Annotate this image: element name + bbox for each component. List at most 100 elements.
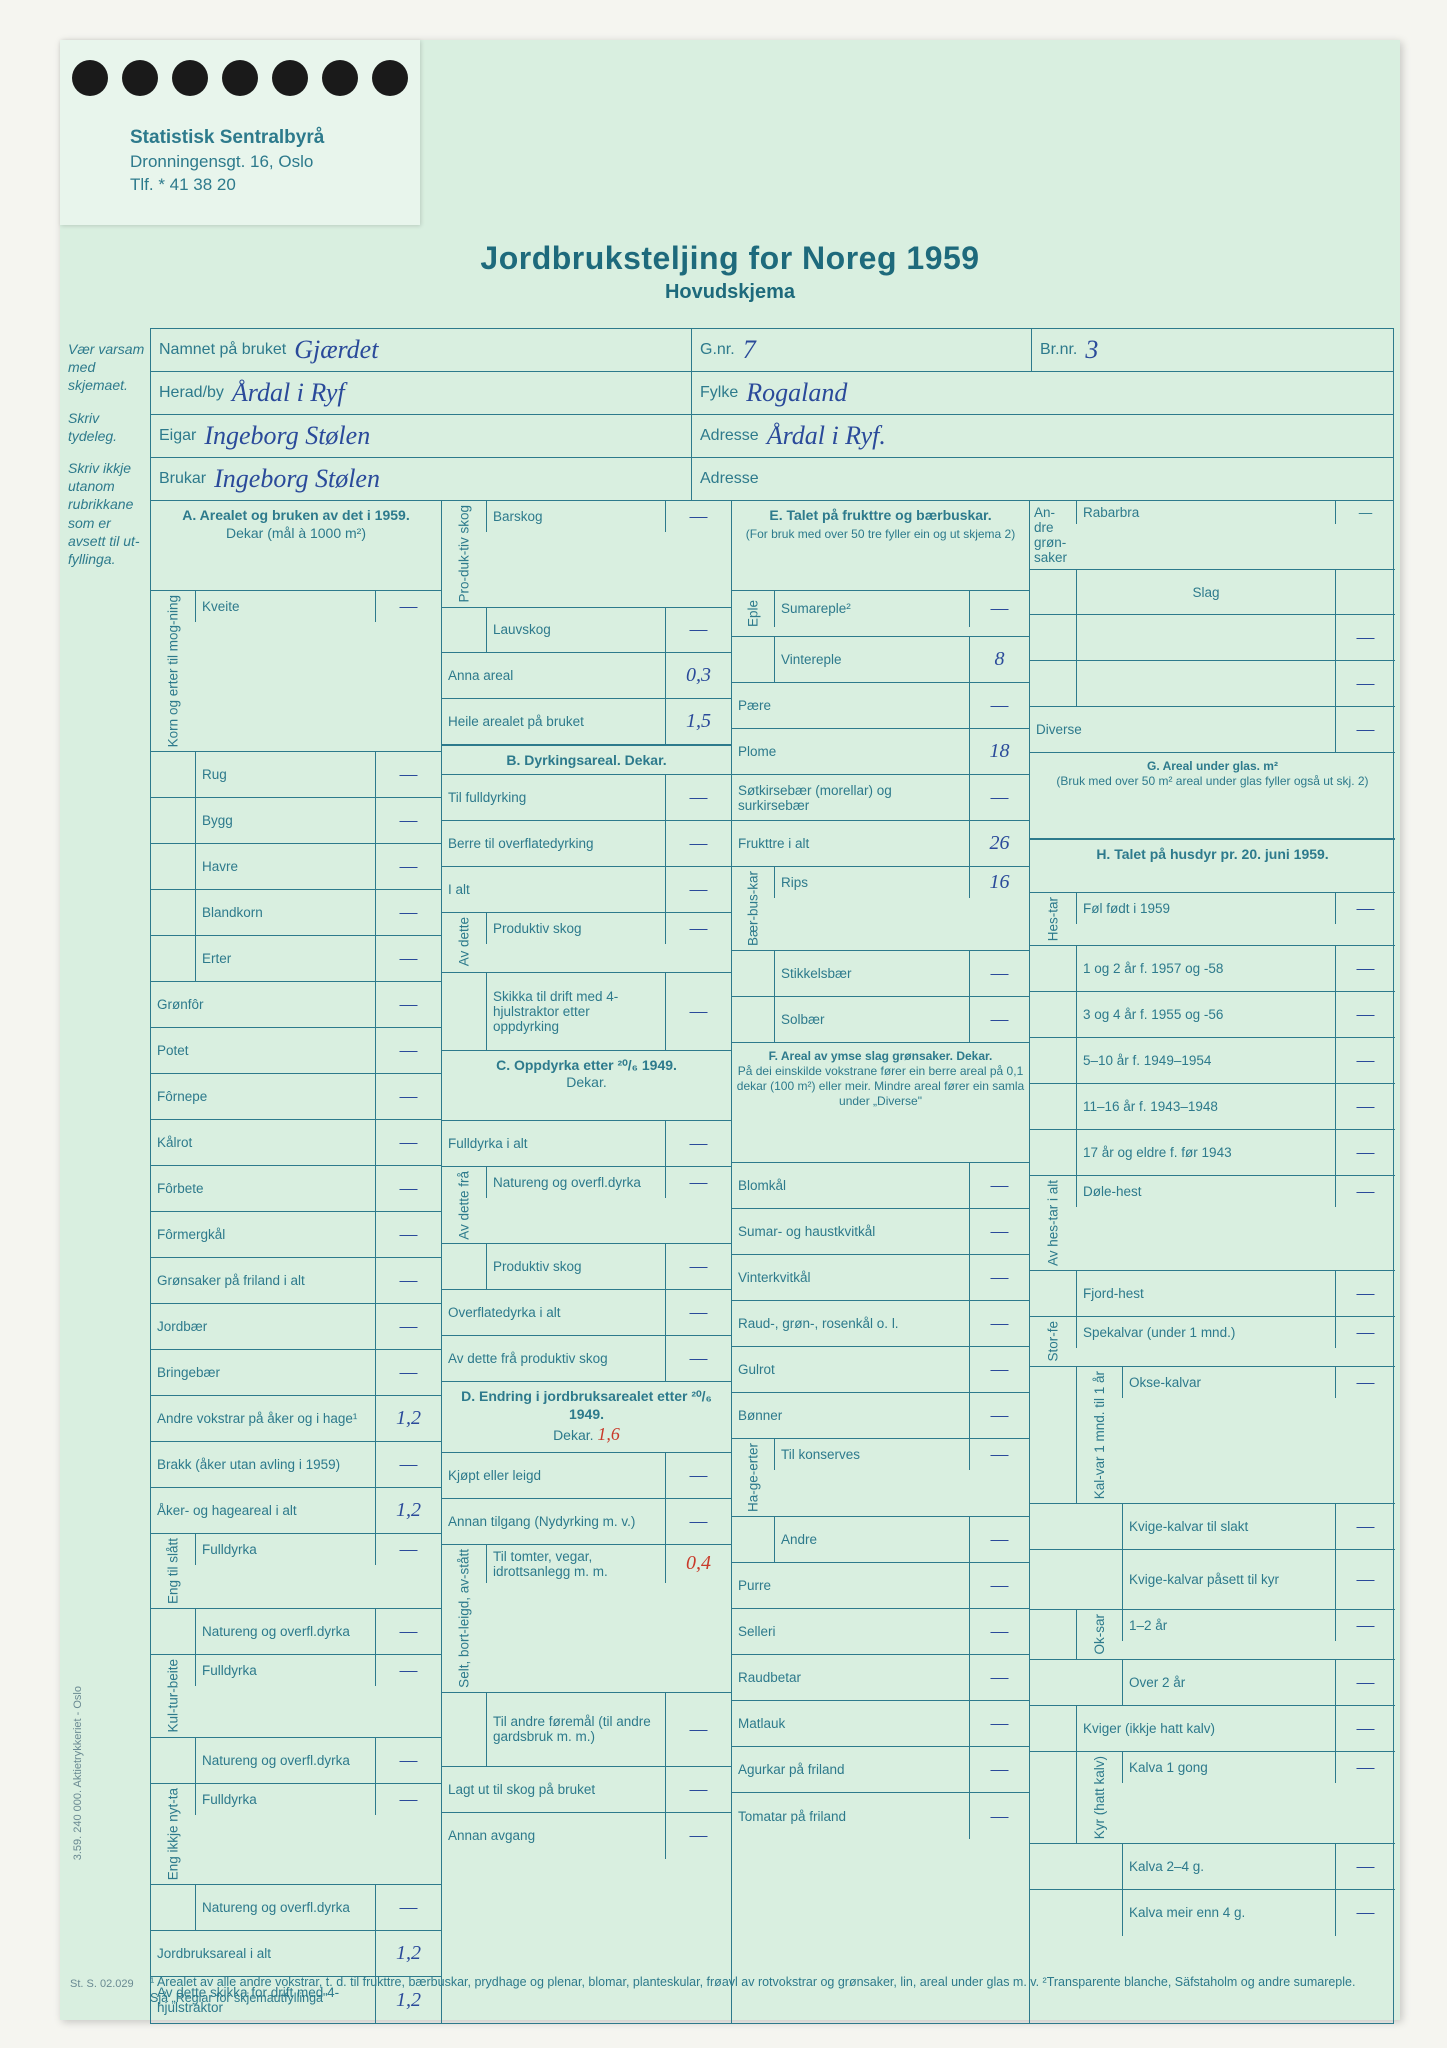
lbl-sumark: Sumar- og haustkvitkål — [732, 1209, 969, 1254]
v-avd-sk: — — [665, 973, 731, 1050]
lbl-rips: Rips — [774, 867, 969, 898]
B-head: B. Dyrkingsareal. Dekar. — [442, 745, 731, 775]
v-lagtskog: — — [665, 1767, 731, 1812]
lbl-vinter: Vintereple — [774, 637, 969, 682]
row-kirsebaer: Søtkirsebær (morellar) og surkirsebær— — [732, 775, 1029, 821]
lbl-g1 — [1076, 615, 1335, 660]
row-spekalvar: Stor-feSpekalvar (under 1 mnd.)— — [1030, 1317, 1395, 1367]
v-potet: — — [375, 1028, 441, 1073]
lbl-lagtskog: Lagt ut til skog på bruket — [442, 1767, 665, 1812]
imprint: 3.59. 240 000. Aktietrykkeriet - Oslo — [72, 1686, 84, 1860]
row-selt-andre: Til andre føremål (til andre gardsbruk m… — [442, 1693, 731, 1767]
row-k1: Kyr (hatt kalv)Kalva 1 gong— — [1030, 1752, 1395, 1844]
lbl-gronsaker: Grønsaker på friland i alt — [151, 1258, 375, 1303]
row-aker-hage: Åker- og hageareal i alt1,2 — [151, 1488, 441, 1534]
row-rabarbra: An-dre grøn-saker Rabarbra — — [1030, 501, 1395, 570]
row-paere: Pære— — [732, 683, 1029, 729]
E-note: (For bruk med over 50 tre fyller ein og … — [746, 527, 1015, 541]
v-blandkorn: — — [375, 890, 441, 935]
v-annanavg: — — [665, 1813, 731, 1859]
v-forbete: — — [375, 1166, 441, 1211]
stcode: St. S. 02.029 — [70, 1978, 134, 1990]
lbl-engik-f: Fulldyrka — [195, 1784, 375, 1815]
row-solbaer: Solbær— — [732, 997, 1029, 1043]
lbl-dole: Døle-hest — [1076, 1176, 1335, 1207]
title-main: Jordbruksteljing for Noreg 1959 — [60, 240, 1400, 277]
form-title: Jordbruksteljing for Noreg 1959 Hovudskj… — [60, 240, 1400, 304]
side-hage: Ha-ge-erter — [732, 1439, 774, 1516]
row-gulrot: Gulrot— — [732, 1347, 1029, 1393]
col-3: E. Talet på frukttre og bærbuskar.(For b… — [731, 501, 1029, 2023]
lbl-bygg: Bygg — [195, 798, 375, 843]
row-potet: Potet— — [151, 1028, 441, 1074]
v-fullialt: — — [665, 1121, 731, 1166]
lbl-kirse: Søtkirsebær (morellar) og surkirsebær — [732, 775, 969, 820]
hole — [122, 60, 158, 96]
row-k24: Kalva 2–4 g.— — [1030, 1844, 1395, 1890]
org-tel: Tlf. * 41 38 20 — [130, 174, 324, 197]
lbl-avd-sk: Skikka til drift med 4-hjulstraktor ette… — [486, 973, 665, 1050]
v-tomter: 0,4 — [665, 1545, 731, 1583]
lbl-raudkal: Raud-, grøn-, rosenkål o. l. — [732, 1301, 969, 1346]
H-head: H. Talet på husdyr pr. 20. juni 1959. — [1030, 839, 1395, 893]
row-agurkar: Agurkar på friland— — [732, 1747, 1029, 1793]
lbl-havre: Havre — [195, 844, 375, 889]
row-jordbruksareal: Jordbruksareal i alt1,2 — [151, 1931, 441, 1977]
lbl-andrev: Andre vokstrar på åker og i hage¹ — [151, 1396, 375, 1441]
v-plome: 18 — [969, 729, 1029, 774]
row-kveite: Korn og erter til mog-ningKveite— — [151, 591, 441, 752]
lbl-purre: Purre — [732, 1563, 969, 1608]
v-annantil: — — [665, 1499, 731, 1544]
side-avd: Av dette — [442, 913, 486, 972]
lbl-avdf-n: Natureng og overfl.dyrka — [486, 1167, 665, 1198]
row-raudbetar: Raudbetar— — [732, 1655, 1029, 1701]
lbl-kalrot: Kålrot — [151, 1120, 375, 1165]
v-heile: 1,5 — [665, 699, 731, 744]
row-eng-slatt-n: Natureng og overfl.dyrka— — [151, 1609, 441, 1655]
lbl-engs-n: Natureng og overfl.dyrka — [195, 1609, 375, 1654]
v-rips: 16 — [969, 867, 1029, 898]
lbl-forbete: Fôrbete — [151, 1166, 375, 1211]
row-purre: Purre— — [732, 1563, 1029, 1609]
adresse1-val: Årdal i Ryf. — [767, 421, 886, 451]
v-agurkar: — — [969, 1747, 1029, 1792]
hole — [72, 60, 108, 96]
v-tomatar: — — [969, 1793, 1029, 1839]
v-frukttre: 26 — [969, 821, 1029, 866]
v-g1: — — [1335, 615, 1395, 660]
lbl-sumar: Sumareple² — [774, 591, 969, 627]
row-anna: Anna areal0,3 — [442, 653, 731, 699]
v-o2: — — [1335, 1660, 1395, 1705]
v-rabarbra: — — [1335, 501, 1395, 524]
row-blandkorn: Blandkorn— — [151, 890, 441, 936]
lbl-o12: 1–2 år — [1122, 1610, 1335, 1641]
lbl-frukttre: Frukttre i alt — [732, 821, 969, 866]
side-kyr: Kyr (hatt kalv) — [1076, 1752, 1122, 1843]
lbl-matlauk: Matlauk — [732, 1701, 969, 1746]
row-blomkal: Blomkål— — [732, 1163, 1029, 1209]
row-overfl: Berre til overflatedyrking— — [442, 821, 731, 867]
v-havre: — — [375, 844, 441, 889]
v-engik-n: — — [375, 1885, 441, 1930]
lbl-a17: 17 år og eldre f. før 1943 — [1076, 1130, 1335, 1175]
lbl-agurkar: Agurkar på friland — [732, 1747, 969, 1792]
lbl-erter: Erter — [195, 936, 375, 981]
row-fjord: Fjord-hest— — [1030, 1271, 1395, 1317]
v-kjopt: — — [665, 1453, 731, 1498]
brnr-val: 3 — [1085, 335, 1098, 365]
lbl-plome: Plome — [732, 729, 969, 774]
lbl-spek: Spekalvar (under 1 mnd.) — [1076, 1317, 1335, 1348]
adresse2-lbl: Adresse — [700, 470, 759, 488]
hole — [322, 60, 358, 96]
v-kvigek: — — [1335, 1504, 1395, 1549]
lbl-formergkal: Fôrmergkål — [151, 1212, 375, 1257]
row-gron-2: — — [1030, 661, 1395, 707]
v-vinterk: — — [969, 1255, 1029, 1300]
lbl-blomkal: Blomkål — [732, 1163, 969, 1208]
title-sub: Hovudskjema — [60, 281, 1400, 304]
v-a12: — — [1335, 946, 1395, 991]
row-rips: Bær-bus-karRips16 — [732, 867, 1029, 951]
row-a17: 17 år og eldre f. før 1943— — [1030, 1130, 1395, 1176]
row-forbete: Fôrbete— — [151, 1166, 441, 1212]
row-annanavg: Annan avgang— — [442, 1813, 731, 1859]
